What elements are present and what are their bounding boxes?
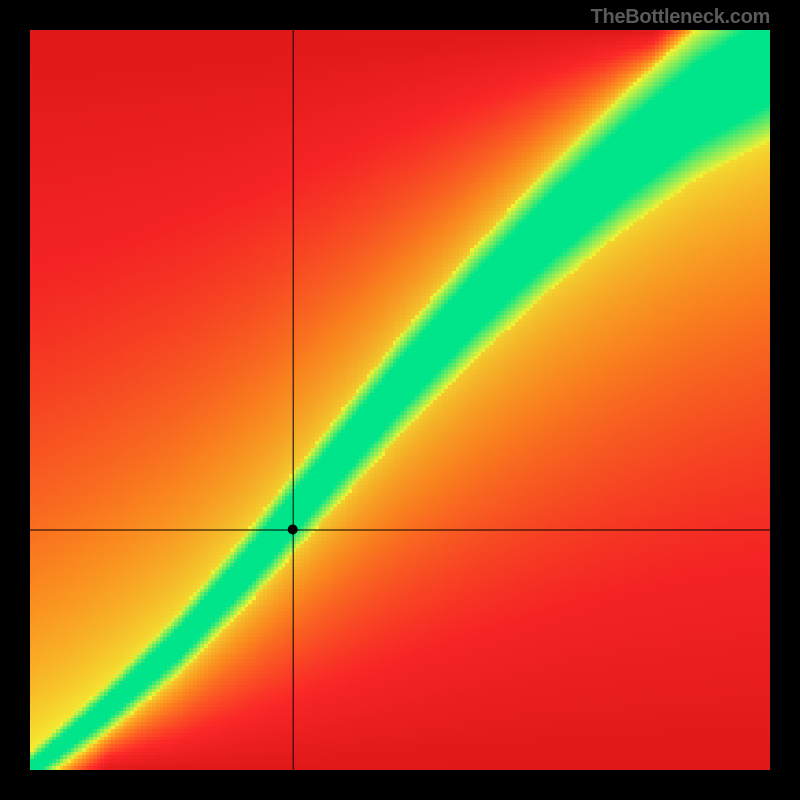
watermark-label: TheBottleneck.com (591, 6, 770, 29)
chart-container: TheBottleneck.com (0, 0, 800, 800)
bottleneck-heatmap (0, 0, 800, 800)
